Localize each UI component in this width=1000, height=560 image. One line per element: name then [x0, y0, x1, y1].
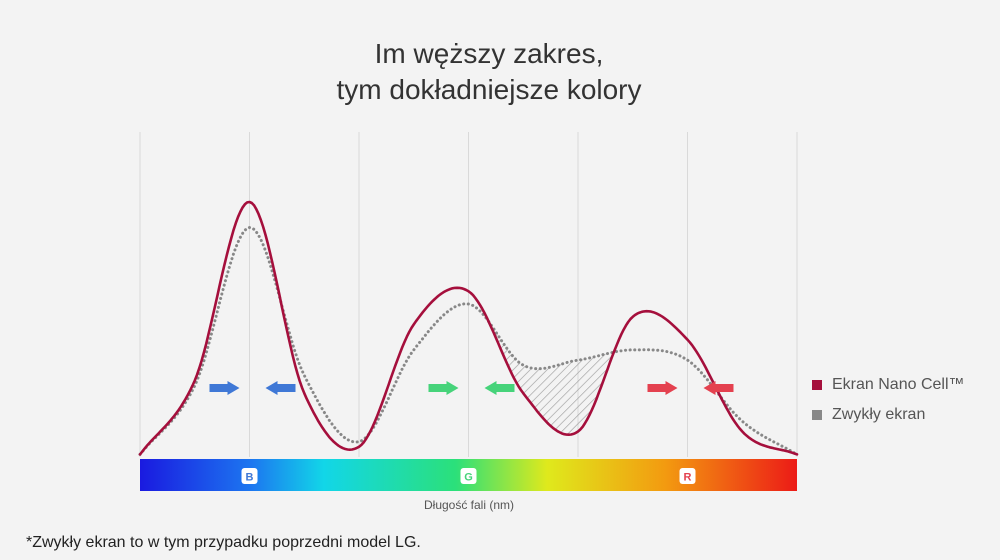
series-line-regular-screen	[138, 226, 799, 456]
arrow-right-icon	[428, 381, 459, 395]
band-label-badge	[460, 468, 477, 484]
legend-swatch-nano-cell	[812, 380, 822, 390]
legend-swatch-regular-screen	[812, 410, 822, 420]
chart-title: Im węższy zakres, tym dokładniejsze kolo…	[0, 36, 978, 108]
x-axis-label: Długość fali (nm)	[423, 498, 515, 512]
band-label-badge	[241, 468, 258, 484]
legend: Ekran Nano Cell™ Zwykły ekran	[812, 374, 965, 434]
difference-hatch-area	[493, 328, 613, 435]
legend-label-regular-screen: Zwykły ekran	[832, 406, 926, 423]
footnote: *Zwykły ekran to w tym przypadku poprzed…	[26, 534, 421, 551]
title-line-2: tym dokładniejsze kolory	[336, 74, 642, 105]
arrow-layer	[209, 381, 734, 395]
band-label-badge	[679, 468, 696, 484]
arrow-right-icon	[209, 381, 240, 395]
legend-item-regular-screen: Zwykły ekran	[812, 404, 965, 426]
legend-item-nano-cell: Ekran Nano Cell™	[812, 374, 965, 396]
series-line-nano-cell	[138, 200, 799, 456]
arrow-right-icon	[647, 381, 678, 395]
legend-label-nano-cell: Ekran Nano Cell™	[832, 376, 965, 393]
band-label: B	[246, 472, 254, 484]
title-line-1: Im węższy zakres,	[374, 38, 604, 69]
arrow-left-icon	[484, 381, 515, 395]
band-label: G	[464, 472, 473, 484]
series-layer	[138, 200, 799, 456]
band-label: R	[684, 472, 692, 484]
arrow-left-icon	[703, 381, 734, 395]
grid-lines	[139, 132, 798, 457]
arrow-left-icon	[265, 381, 296, 395]
